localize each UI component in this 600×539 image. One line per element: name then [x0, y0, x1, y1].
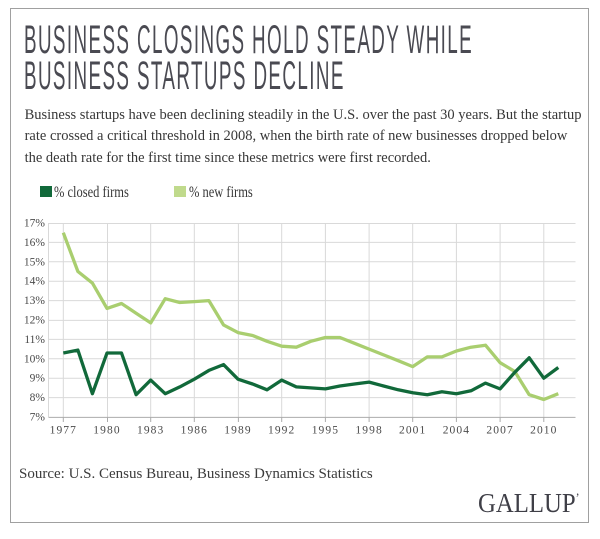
svg-text:1992: 1992: [268, 425, 295, 437]
svg-text:16%: 16%: [24, 237, 46, 249]
svg-text:1998: 1998: [355, 425, 382, 437]
svg-text:7%: 7%: [30, 412, 46, 424]
svg-text:1986: 1986: [181, 425, 208, 437]
svg-text:2001: 2001: [399, 425, 426, 437]
svg-text:1989: 1989: [224, 425, 251, 437]
svg-text:1980: 1980: [93, 425, 120, 437]
svg-text:2007: 2007: [486, 425, 513, 437]
svg-text:8%: 8%: [30, 392, 46, 404]
svg-text:1983: 1983: [137, 425, 164, 437]
svg-text:12%: 12%: [24, 315, 46, 327]
svg-text:2010: 2010: [530, 425, 557, 437]
svg-text:1977: 1977: [50, 425, 77, 437]
svg-text:15%: 15%: [24, 256, 46, 268]
svg-text:13%: 13%: [24, 295, 46, 307]
svg-text:2004: 2004: [443, 425, 470, 437]
svg-text:1995: 1995: [312, 425, 339, 437]
svg-text:17%: 17%: [24, 218, 46, 230]
svg-text:11%: 11%: [24, 334, 45, 346]
svg-text:10%: 10%: [24, 353, 46, 365]
svg-text:14%: 14%: [24, 276, 46, 288]
svg-text:9%: 9%: [30, 373, 46, 385]
